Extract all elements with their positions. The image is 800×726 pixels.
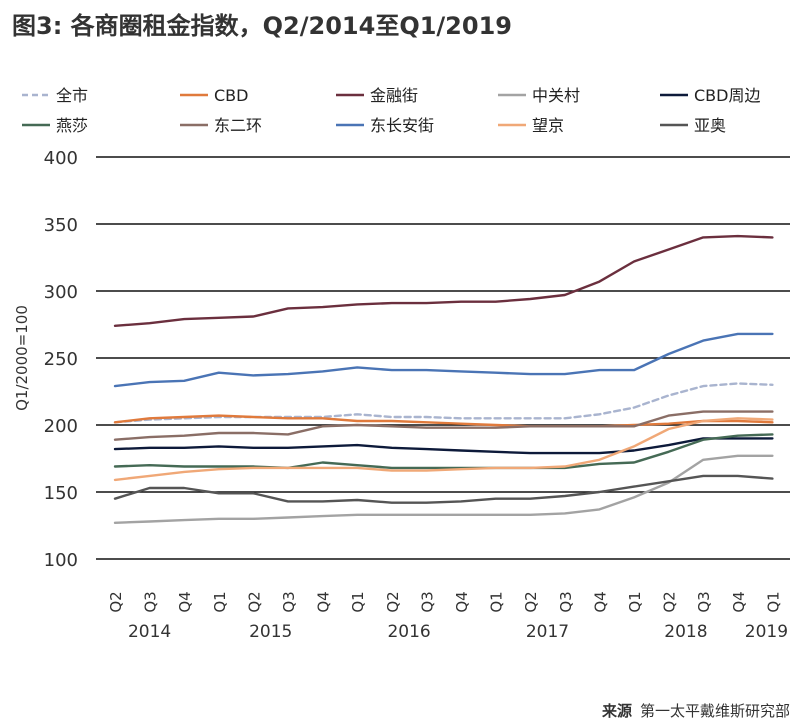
series-line: [113, 414, 774, 428]
x-tick-label: Q3: [695, 591, 713, 612]
x-tick-label: Q1: [349, 591, 367, 612]
y-tick-label: 300: [44, 282, 78, 303]
chart-title: 图3: 各商圈租金指数，Q2/2014至Q1/2019: [12, 12, 512, 40]
legend-label: 燕莎: [56, 116, 88, 135]
x-tick-label: Q2: [107, 591, 125, 612]
source-text: 第一太平戴维斯研究部: [639, 702, 790, 720]
y-tick-label: 350: [44, 215, 78, 236]
y-tick-label: 100: [44, 550, 78, 571]
legend-label: 望京: [532, 116, 564, 135]
x-tick-label: Q3: [142, 591, 160, 612]
legend-label: 中关村: [532, 86, 580, 105]
line-chart: 100 150 200 250 300 350 400 Q1/2000=100 Q2 Q3 Q4 Q1…: [13, 86, 790, 642]
x-tick-label: Q4: [591, 591, 609, 612]
legend-label: 亚奥: [694, 116, 726, 135]
year-label: 2016: [387, 622, 430, 642]
source-note: 来源 第一太平戴维斯研究部: [602, 700, 790, 721]
series-line: [113, 454, 774, 524]
source-label: 来源: [601, 702, 632, 720]
x-tick-label: Q3: [557, 591, 575, 612]
x-tick-label: Q2: [384, 591, 402, 612]
x-tick-label: Q1: [626, 591, 644, 612]
x-tick-label: Q4: [730, 591, 748, 612]
y-tick-label: 200: [44, 416, 78, 437]
series-line: [113, 417, 774, 482]
x-tick-label: Q4: [315, 591, 333, 612]
legend-label: CBD周边: [694, 86, 760, 105]
x-tick-label: Q4: [453, 591, 471, 612]
series-line: [113, 474, 774, 504]
series-line: [113, 234, 774, 327]
x-tick-label: Q1: [211, 591, 229, 612]
x-tick-label: Q4: [176, 591, 194, 612]
series-line: [113, 437, 774, 455]
legend-label: 金融街: [370, 86, 418, 105]
year-label: 2018: [664, 622, 707, 642]
x-tick-label: Q2: [245, 591, 263, 612]
x-tick-label: Q3: [418, 591, 436, 612]
y-tick-label: 150: [44, 483, 78, 504]
x-tick-label: Q1: [488, 591, 506, 612]
x-tick-label: Q2: [661, 591, 679, 612]
series-line: [113, 433, 774, 470]
legend-label: 东长安街: [370, 116, 434, 135]
series-line: [113, 410, 774, 441]
x-tick-label: Q3: [280, 591, 298, 612]
y-axis-label: Q1/2000=100: [13, 305, 31, 411]
legend-label: 东二环: [214, 116, 262, 135]
x-tick-label: Q1: [764, 591, 782, 612]
year-label: 2014: [128, 622, 171, 642]
legend-label: 全市: [56, 86, 88, 105]
year-label: 2017: [526, 622, 569, 642]
series-line: [113, 332, 774, 388]
year-label: 2015: [249, 622, 292, 642]
y-tick-label: 400: [44, 148, 78, 169]
y-tick-label: 250: [44, 349, 78, 370]
legend-label: CBD: [214, 86, 248, 105]
x-tick-label: Q2: [522, 591, 540, 612]
year-label: 2019: [745, 622, 788, 642]
